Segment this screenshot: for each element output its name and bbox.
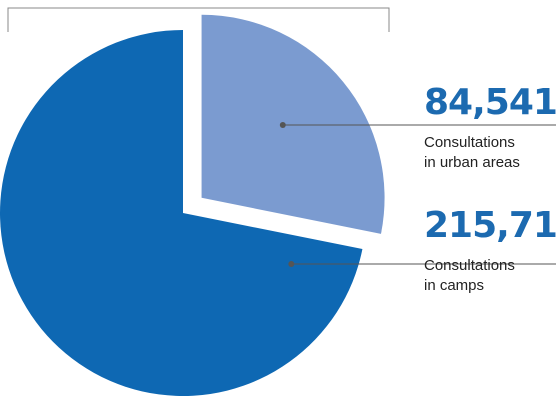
slice-description-line: in urban areas [424,154,520,171]
slice-description-line: Consultations [424,257,515,274]
slice-value-label: 215,710 [424,205,556,246]
slice-labels: 84,541 Consultations in urban areas 215,710… [424,82,556,294]
slice-description-line: in camps [424,277,484,294]
slice-camps [0,30,363,397]
frame-line [7,7,390,32]
pie-slices [0,14,385,397]
chart-frame [7,7,390,32]
slice-value-label: 84,541 [424,82,556,123]
slice-description-line: Consultations [424,134,515,151]
leader-lines [279,122,556,267]
slice-urban [201,14,385,234]
